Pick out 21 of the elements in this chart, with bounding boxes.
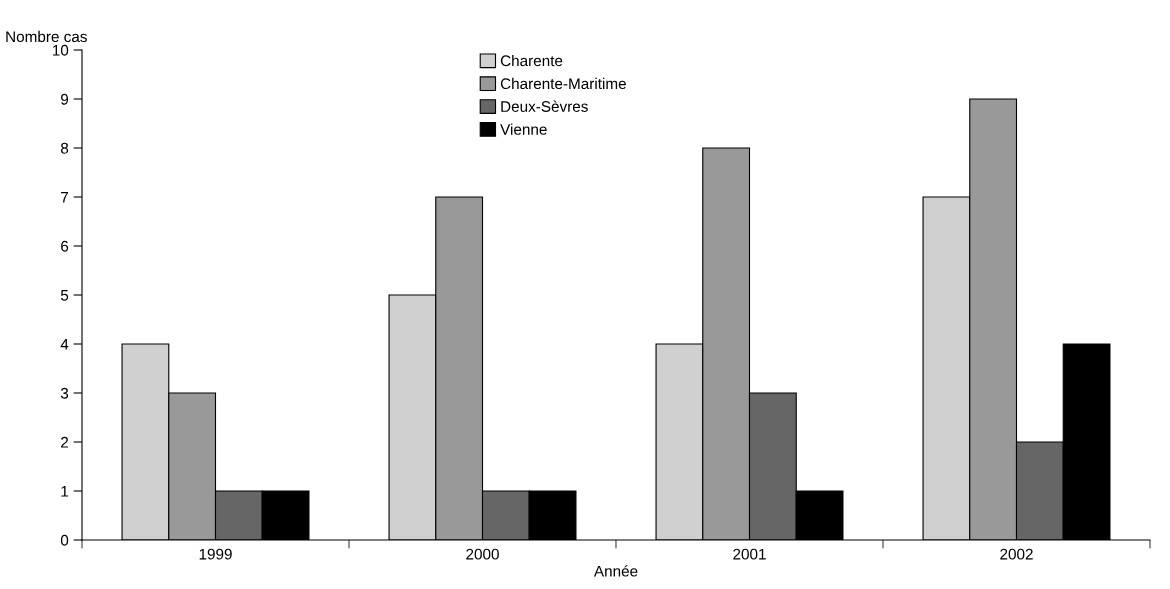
x-axis-title: Année	[593, 565, 638, 577]
y-tick-label: 4	[60, 339, 69, 350]
y-tick-label: 9	[61, 93, 69, 105]
legend-label: Charente	[500, 54, 563, 67]
x-tick-label: 2000	[466, 548, 499, 560]
x-tick-label: 2002	[1000, 548, 1033, 560]
legend-label: Charente-Maritime	[500, 77, 626, 90]
y-tick-label: 0	[60, 534, 69, 546]
y-tick-label: 6	[61, 240, 69, 252]
y-tick-label: 3	[60, 387, 69, 399]
y-tick-label: 2	[61, 436, 69, 448]
y-tick-label: 8	[60, 142, 69, 154]
y-tick-label: 7	[61, 192, 69, 203]
legend-label: Deux-Sèvres	[501, 100, 588, 112]
y-axis-title: Nombre cas	[6, 30, 87, 43]
y-tick-label: 1	[61, 486, 69, 497]
x-tick-label: 1999	[199, 548, 232, 560]
y-tick-label: 10	[52, 44, 69, 56]
y-tick-label: 5	[60, 290, 69, 301]
x-tick-label: 2001	[733, 548, 766, 560]
legend-label: Vienne	[500, 123, 547, 135]
